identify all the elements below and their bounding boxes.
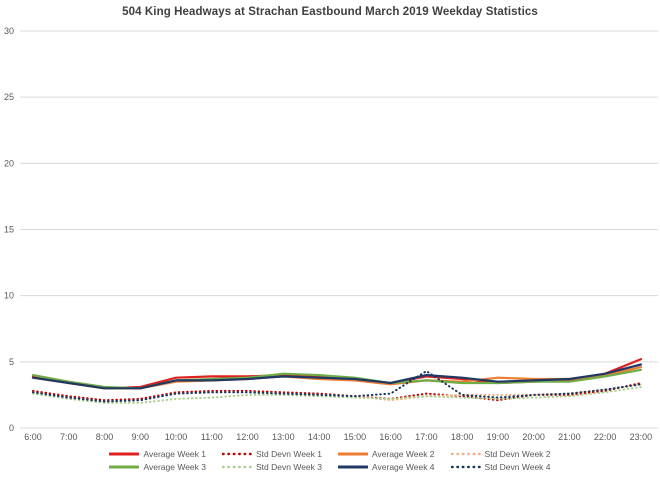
x-axis-tick-label: 13:00 (272, 432, 295, 442)
x-axis-tick-label: 17:00 (415, 432, 438, 442)
solid-line-swatch-icon (338, 452, 368, 456)
y-axis-tick-label: 15 (4, 225, 14, 235)
x-axis-tick-label: 9:00 (132, 432, 150, 442)
x-axis-tick-label: 22:00 (594, 432, 617, 442)
legend-row: Average Week 1 Std Devn Week 1 Average Wee… (109, 449, 551, 459)
legend-label: Average Week 3 (143, 462, 206, 472)
solid-line-swatch-icon (338, 465, 368, 469)
legend: Average Week 1 Std Devn Week 1 Average Wee… (0, 449, 660, 472)
legend-item-std-devn-week-1: Std Devn Week 1 (222, 449, 322, 459)
x-axis-tick-label: 10:00 (165, 432, 188, 442)
legend-item-average-week-2: Average Week 2 (338, 449, 435, 459)
legend-label: Std Devn Week 1 (256, 449, 322, 459)
legend-item-std-devn-week-4: Std Devn Week 4 (450, 462, 551, 472)
series-line-std-devn-week-3 (32, 386, 642, 404)
dotted-line-swatch-icon (222, 452, 252, 456)
y-axis-tick-label: 0 (9, 423, 14, 433)
x-axis-tick-label: 19:00 (487, 432, 510, 442)
solid-line-swatch-icon (109, 452, 140, 456)
series-line-average-week-1 (31, 358, 643, 390)
legend-item-average-week-3: Average Week 3 (109, 462, 206, 472)
y-axis-tick-label: 20 (4, 158, 14, 168)
legend-item-std-devn-week-2: Std Devn Week 2 (450, 449, 551, 459)
solid-line-swatch-icon (109, 465, 140, 469)
x-axis-tick-label: 11:00 (201, 432, 223, 442)
dotted-line-swatch-icon (450, 465, 481, 469)
y-axis-tick-label: 25 (4, 92, 14, 102)
legend-row: Average Week 3 Std Devn Week 3 Average Wee… (109, 462, 551, 472)
chart-title: 504 King Headways at Strachan Eastbound … (122, 6, 538, 18)
x-axis-tick-label: 7:00 (60, 432, 78, 442)
legend-label: Std Devn Week 2 (484, 449, 551, 459)
x-axis-tick-label: 20:00 (522, 432, 545, 442)
legend-label: Average Week 4 (372, 462, 435, 472)
x-axis-tick-label: 8:00 (96, 432, 114, 442)
x-axis-tick-label: 23:00 (630, 432, 653, 442)
x-axis-tick-label: 6:00 (24, 432, 42, 442)
x-axis-tick-label: 15:00 (344, 432, 367, 442)
series-line-average-week-4 (31, 363, 643, 390)
y-axis-tick-label: 5 (9, 357, 14, 367)
legend-item-average-week-4: Average Week 4 (338, 462, 435, 472)
x-axis-tick-label: 21:00 (558, 432, 581, 442)
y-axis-tick-label: 10 (4, 291, 14, 301)
legend-item-average-week-1: Average Week 1 (109, 449, 206, 459)
x-axis-tick-label: 12:00 (236, 432, 259, 442)
legend-label: Std Devn Week 4 (484, 462, 551, 472)
legend-label: Average Week 1 (143, 449, 206, 459)
x-axis-tick-label: 18:00 (451, 432, 474, 442)
legend-label: Std Devn Week 3 (256, 462, 322, 472)
series-line-std-devn-week-4 (32, 370, 642, 403)
dotted-line-swatch-icon (222, 465, 252, 469)
y-axis-tick-label: 30 (4, 26, 14, 36)
plot-area: 0 5 10 15 20 25 30 6:00 7:00 8:00 9:00 10:00 11:00 12… (4, 26, 658, 442)
dotted-line-swatch-icon (450, 452, 481, 456)
legend-item-std-devn-week-3: Std Devn Week 3 (222, 462, 322, 472)
legend-label: Average Week 2 (372, 449, 435, 459)
x-axis-tick-label: 16:00 (379, 432, 402, 442)
x-axis-tick-label: 14:00 (308, 432, 331, 442)
